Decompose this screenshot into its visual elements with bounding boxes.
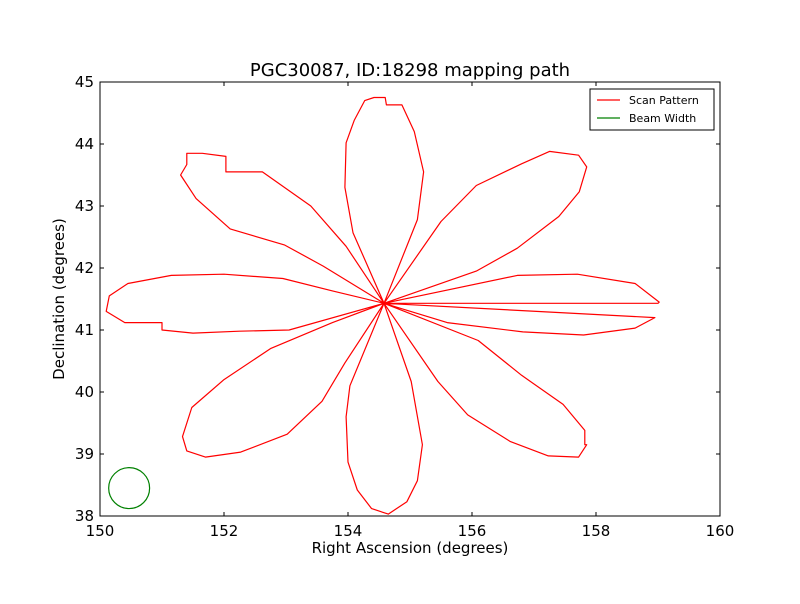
x-tick-label: 150 [86,522,115,540]
y-tick-label: 38 [75,507,94,525]
x-axis-label: Right Ascension (degrees) [312,539,509,557]
y-axis-ticks: 38 39 40 41 42 43 44 45 [75,73,720,525]
y-tick-label: 40 [75,383,94,401]
x-tick-label: 152 [210,522,239,540]
plot-frame [99,81,721,517]
plot-area [105,96,660,515]
y-tick-label: 45 [75,73,94,91]
y-tick-label: 39 [75,445,94,463]
y-tick-label: 44 [75,135,94,153]
x-tick-label: 158 [582,522,611,540]
x-tick-label: 156 [458,522,487,540]
series-beam-width-circle [108,467,151,510]
x-axis-ticks: 150 152 154 156 158 160 [86,82,735,540]
y-tick-label: 41 [75,321,94,339]
y-tick-label: 42 [75,259,94,277]
chart-title: PGC30087, ID:18298 mapping path [250,60,570,81]
legend: Scan Pattern Beam Width [589,88,715,131]
legend-label-scan-pattern: Scan Pattern [629,94,699,107]
series-line-scan-pattern [105,96,660,515]
y-tick-label: 43 [75,197,94,215]
legend-box [589,88,715,131]
legend-label-beam-width: Beam Width [629,112,696,125]
x-tick-label: 154 [334,522,363,540]
y-axis-label: Declination (degrees) [50,218,68,380]
x-tick-label: 160 [706,522,735,540]
